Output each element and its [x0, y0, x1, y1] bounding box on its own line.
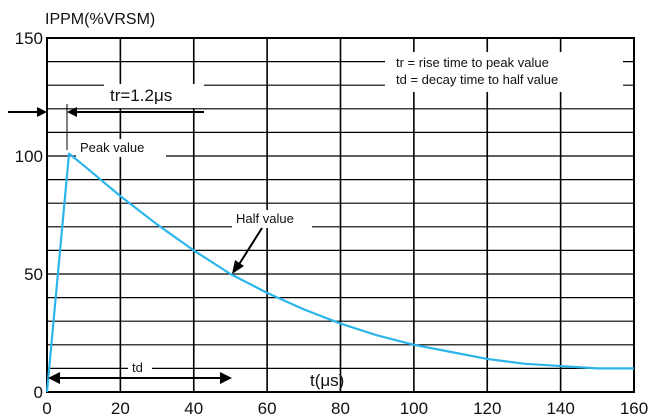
tr-arrow-left-head: [37, 107, 47, 117]
x-tick-label: 120: [473, 399, 501, 418]
x-tick-label: 140: [546, 399, 574, 418]
tr-marker: tr=1.2μs: [8, 84, 204, 150]
series-layer: [45, 152, 634, 393]
x-tick-label: 0: [42, 399, 51, 418]
half-arrow-head: [232, 260, 244, 274]
td-arrow-right: [220, 372, 232, 384]
half-label: Half value: [236, 211, 294, 226]
x-axis-label: t(μs): [310, 371, 344, 390]
y-tick-label: 150: [15, 29, 43, 48]
plot-frame: [46, 37, 635, 393]
tr-label-bg: [104, 84, 204, 108]
legend-line-td: td = decay time to half value: [396, 72, 558, 87]
peak-label-bg: [76, 139, 166, 157]
half-label-bg: [232, 210, 312, 228]
x-tick-label: 40: [184, 399, 203, 418]
legend-box: [385, 52, 623, 92]
tick-labels: 0 20 40 60 80 100 120 140 160 0 50 100 150: [15, 29, 649, 418]
tr-label: tr=1.2μs: [110, 86, 172, 105]
y-tick-label: 0: [34, 383, 43, 402]
td-marker: td: [48, 360, 232, 384]
y-axis-label: IPPM(%VRSM): [45, 11, 155, 28]
x-tick-label: 100: [400, 399, 428, 418]
tr-arrow-right-head: [67, 107, 77, 117]
td-label-bg: [128, 361, 152, 375]
series-line: [45, 152, 634, 393]
td-arrow-left: [48, 372, 60, 384]
legend-line-tr: tr = rise time to peak value: [396, 55, 549, 70]
y-tick-label: 50: [24, 265, 43, 284]
x-tick-label: 60: [258, 399, 277, 418]
y-tick-label: 100: [15, 147, 43, 166]
td-label: td: [132, 360, 143, 375]
x-tick-label: 160: [620, 399, 648, 418]
x-tick-label: 80: [331, 399, 350, 418]
half-arrow-line: [237, 227, 263, 267]
x-tick-label: 20: [111, 399, 130, 418]
peak-label: Peak value: [80, 140, 144, 155]
